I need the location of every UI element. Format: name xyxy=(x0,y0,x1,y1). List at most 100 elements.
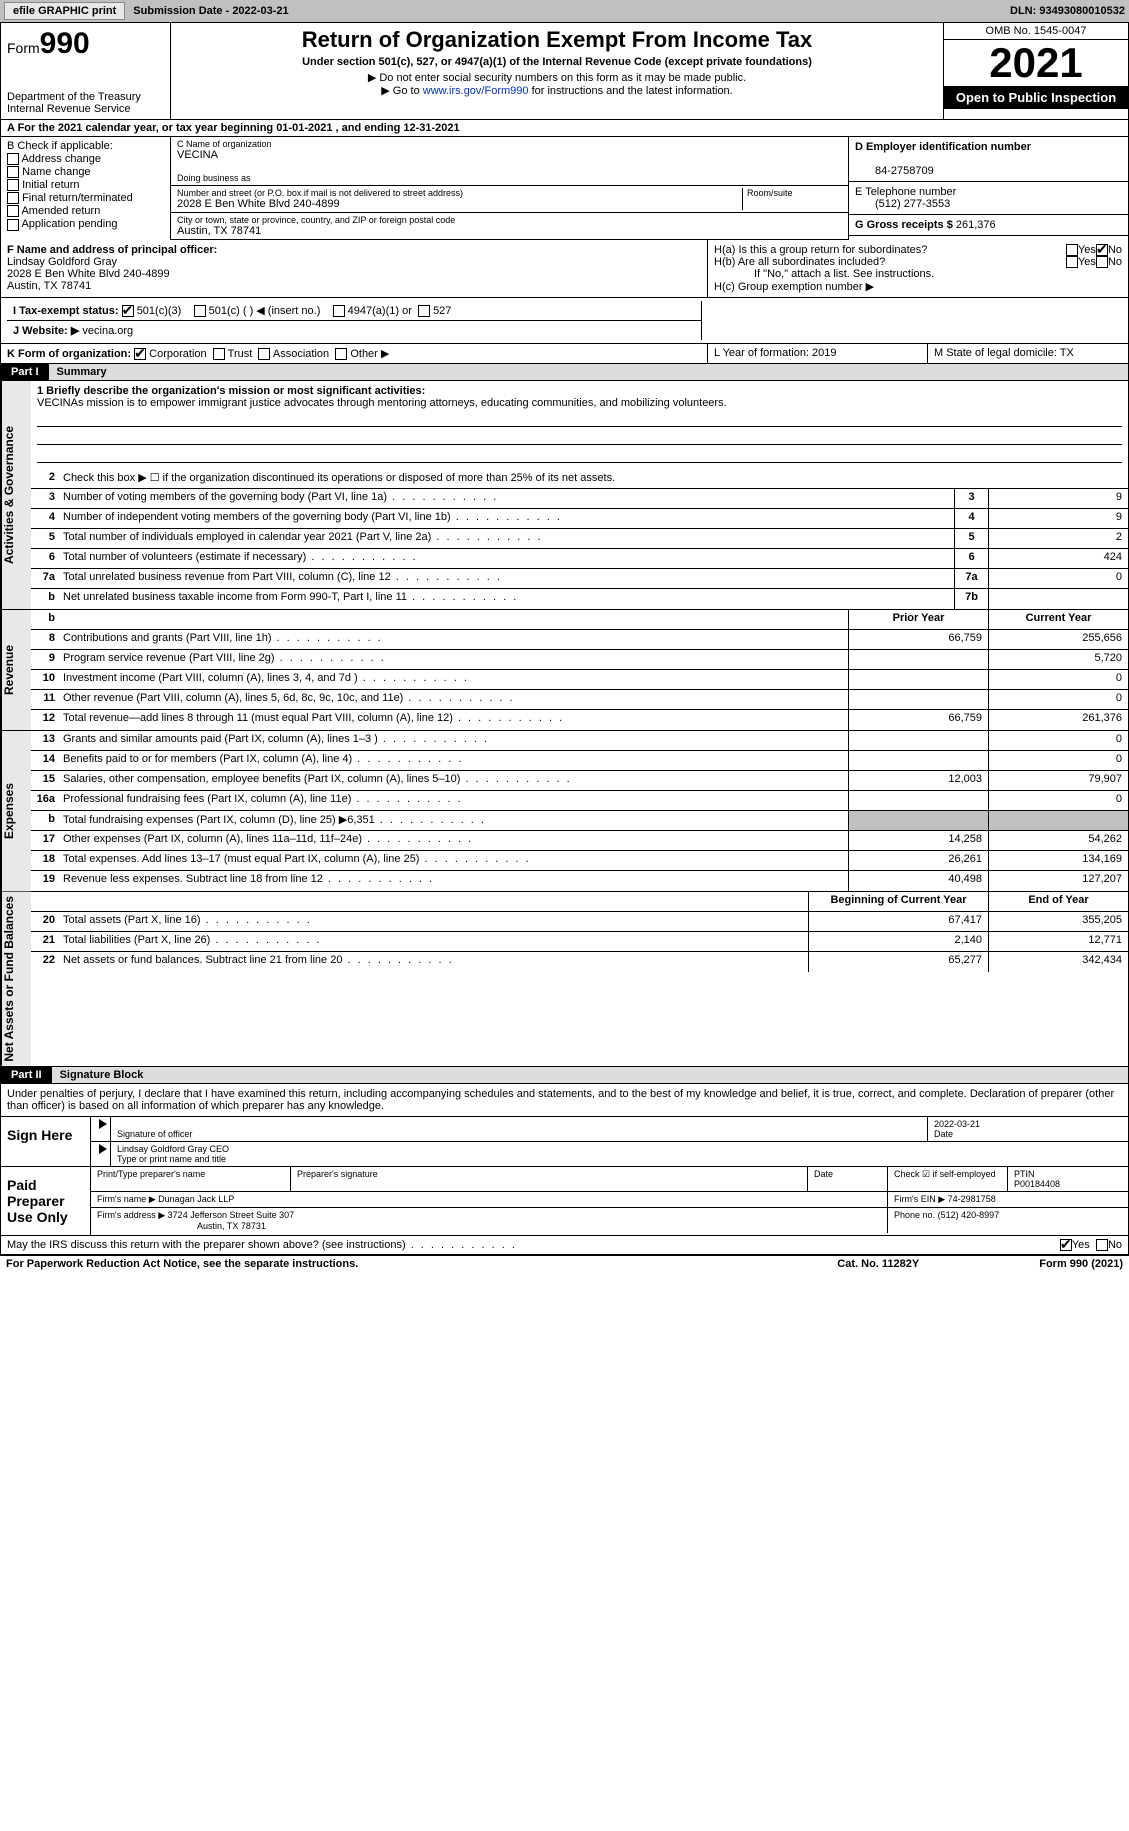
assoc-checkbox[interactable] xyxy=(258,348,270,360)
address-change-checkbox[interactable] xyxy=(7,153,19,165)
line-text: Professional fundraising fees (Part IX, … xyxy=(59,791,848,810)
mission-text: VECINAs mission is to empower immigrant … xyxy=(37,397,727,409)
prior-year-val xyxy=(848,731,988,750)
summary-governance: Activities & Governance 1 Briefly descri… xyxy=(0,381,1129,610)
line-num: 6 xyxy=(31,549,59,568)
pra-notice: For Paperwork Reduction Act Notice, see … xyxy=(6,1258,358,1270)
part-ii-header: Part IISignature Block xyxy=(0,1067,1129,1084)
app-pending-checkbox[interactable] xyxy=(7,219,19,231)
summary-expenses: Expenses 13Grants and similar amounts pa… xyxy=(0,731,1129,892)
sub-no-checkbox[interactable] xyxy=(1096,256,1108,268)
form-header: Form990 Department of the Treasury Inter… xyxy=(0,22,1129,120)
other-checkbox[interactable] xyxy=(335,348,347,360)
part-i-header: Part ISummary xyxy=(0,364,1129,381)
omb-number: OMB No. 1545-0047 xyxy=(944,23,1128,40)
ptin: P00184408 xyxy=(1014,1179,1060,1189)
line-text: Revenue less expenses. Subtract line 18 … xyxy=(59,871,848,891)
line-text: Total assets (Part X, line 16) xyxy=(59,912,808,931)
line-num: 11 xyxy=(31,690,59,709)
amended-return-checkbox[interactable] xyxy=(7,205,19,217)
current-year-val: 134,169 xyxy=(988,851,1128,870)
line-text: Investment income (Part VIII, column (A)… xyxy=(59,670,848,689)
current-year-val: 0 xyxy=(988,751,1128,770)
prior-year-val xyxy=(848,670,988,689)
line-box: 7a xyxy=(954,569,988,588)
prior-year-val: 66,759 xyxy=(848,630,988,649)
initial-return-checkbox[interactable] xyxy=(7,179,19,191)
prior-year-hdr: Prior Year xyxy=(848,610,988,629)
line-num: 19 xyxy=(31,871,59,891)
netassets-tab: Net Assets or Fund Balances xyxy=(1,892,31,1066)
discuss-yes-checkbox[interactable] xyxy=(1060,1239,1072,1251)
line-text: Check this box ▶ ☐ if the organization d… xyxy=(59,469,1128,488)
arrow-icon xyxy=(99,1144,107,1154)
line-val: 424 xyxy=(988,549,1128,568)
trust-checkbox[interactable] xyxy=(213,348,225,360)
current-year-val: 355,205 xyxy=(988,912,1128,931)
firm-phone: (512) 420-8997 xyxy=(938,1210,1000,1220)
sub-yes-checkbox[interactable] xyxy=(1066,256,1078,268)
prior-year-val xyxy=(848,650,988,669)
corp-checkbox[interactable] xyxy=(134,348,146,360)
sign-date: 2022-03-21 xyxy=(934,1119,980,1129)
line-val: 2 xyxy=(988,529,1128,548)
current-year-val: 12,771 xyxy=(988,932,1128,951)
prior-year-val: 66,759 xyxy=(848,710,988,730)
col-b-checkboxes: B Check if applicable: Address change Na… xyxy=(1,137,171,240)
governance-tab: Activities & Governance xyxy=(1,381,31,609)
line-text: Total expenses. Add lines 13–17 (must eq… xyxy=(59,851,848,870)
prior-year-val xyxy=(848,811,988,830)
501c-checkbox[interactable] xyxy=(194,305,206,317)
form-number: Form990 xyxy=(7,27,164,61)
discuss-no-checkbox[interactable] xyxy=(1096,1239,1108,1251)
topbar: efile GRAPHIC print Submission Date - 20… xyxy=(0,0,1129,22)
line-box: 7b xyxy=(954,589,988,609)
irs-link[interactable]: www.irs.gov/Form990 xyxy=(423,85,529,97)
group-no-checkbox[interactable] xyxy=(1096,244,1108,256)
line-text: Contributions and grants (Part VIII, lin… xyxy=(59,630,848,649)
signer-name: Lindsay Goldford Gray CEO xyxy=(117,1144,229,1154)
prior-year-val: 40,498 xyxy=(848,871,988,891)
begin-year-hdr: Beginning of Current Year xyxy=(808,892,988,911)
current-year-val: 0 xyxy=(988,670,1128,689)
line-val xyxy=(988,589,1128,609)
line-num: 14 xyxy=(31,751,59,770)
line-num: 2 xyxy=(31,469,59,488)
line-num: 4 xyxy=(31,509,59,528)
4947-checkbox[interactable] xyxy=(333,305,345,317)
line-text: Total liabilities (Part X, line 26) xyxy=(59,932,808,951)
line-val: 9 xyxy=(988,509,1128,528)
current-year-val xyxy=(988,811,1128,830)
line-text: Salaries, other compensation, employee b… xyxy=(59,771,848,790)
line-num: 17 xyxy=(31,831,59,850)
year-formation: L Year of formation: 2019 xyxy=(708,344,928,363)
current-year-val: 255,656 xyxy=(988,630,1128,649)
row-k: K Form of organization: Corporation Trus… xyxy=(0,344,1129,364)
line-num: b xyxy=(31,811,59,830)
line-text: Total number of individuals employed in … xyxy=(59,529,954,548)
dept-label: Department of the Treasury Internal Reve… xyxy=(7,91,164,115)
prior-year-val: 14,258 xyxy=(848,831,988,850)
group-yes-checkbox[interactable] xyxy=(1066,244,1078,256)
efile-print-button[interactable]: efile GRAPHIC print xyxy=(4,2,125,20)
501c3-checkbox[interactable] xyxy=(122,305,134,317)
form-title: Return of Organization Exempt From Incom… xyxy=(175,27,939,53)
final-return-checkbox[interactable] xyxy=(7,192,19,204)
expenses-tab: Expenses xyxy=(1,731,31,891)
name-change-checkbox[interactable] xyxy=(7,166,19,178)
paid-preparer-label: Paid Preparer Use Only xyxy=(1,1167,91,1235)
line-text: Total number of volunteers (estimate if … xyxy=(59,549,954,568)
line-box: 4 xyxy=(954,509,988,528)
sign-here-label: Sign Here xyxy=(1,1117,91,1166)
line-num: 12 xyxy=(31,710,59,730)
527-checkbox[interactable] xyxy=(418,305,430,317)
line-num: 8 xyxy=(31,630,59,649)
discuss-question: May the IRS discuss this return with the… xyxy=(7,1239,517,1251)
prior-year-val xyxy=(848,690,988,709)
prior-year-val: 65,277 xyxy=(808,952,988,972)
line-num: 5 xyxy=(31,529,59,548)
prior-year-val: 26,261 xyxy=(848,851,988,870)
prior-year-val xyxy=(848,751,988,770)
line-text: Number of independent voting members of … xyxy=(59,509,954,528)
line-text: Total unrelated business revenue from Pa… xyxy=(59,569,954,588)
